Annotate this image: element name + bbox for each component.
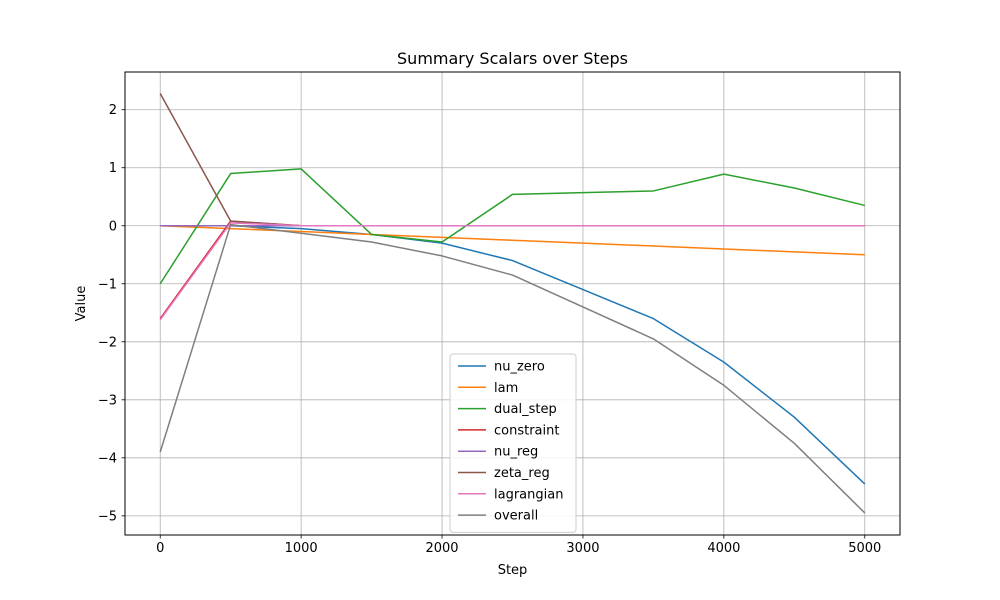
series-line-lam [160,225,865,256]
series-line-constraint [159,220,865,320]
series-line-zeta-reg [159,93,865,227]
legend-label: lagrangian [494,487,563,502]
y-tick-label: 0 [109,219,117,234]
legend-label: overall [494,509,538,524]
y-tick-label: −4 [98,451,117,466]
y-tick-label: 1 [109,161,117,176]
x-tick-label: 4000 [707,541,740,556]
x-axis-label: Step [498,563,528,578]
series-line-nu-zero [160,225,866,485]
legend-box [449,353,577,533]
y-tick-label: −1 [98,277,117,292]
y-tick-label: −3 [98,393,117,408]
series-line-lagrangian [159,222,865,321]
y-tick-label: 2 [109,103,117,118]
legend-label: zeta_reg [494,466,550,481]
legend-label: dual_step [494,402,557,417]
y-axis-label: Value [74,286,89,322]
y-tick-label: −2 [98,335,117,350]
x-tick-label: 2000 [425,541,458,556]
series-lines [159,93,866,514]
x-axis: 0 1000 2000 3000 4000 5000 [156,535,881,556]
x-tick-label: 3000 [566,541,599,556]
series-line-dual-step [159,168,865,285]
x-tick-label: 1000 [285,541,318,556]
y-tick-label: −5 [98,509,117,524]
series-line-overall [159,223,866,514]
plot-frame [124,71,901,536]
x-tick-label: 5000 [848,541,881,556]
legend-label: nu_reg [494,445,538,460]
legend-label: lam [494,381,518,396]
x-tick-label: 0 [156,541,164,556]
y-axis: −5 −4 −3 −2 −1 0 1 2 [98,103,125,524]
chart-title: Summary Scalars over Steps [397,49,628,68]
legend-label: nu_zero [494,360,545,375]
legend-label: constraint [494,423,559,438]
